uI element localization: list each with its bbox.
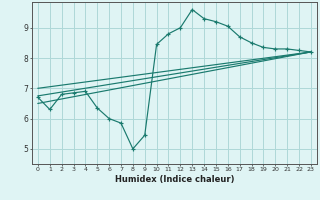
X-axis label: Humidex (Indice chaleur): Humidex (Indice chaleur) — [115, 175, 234, 184]
